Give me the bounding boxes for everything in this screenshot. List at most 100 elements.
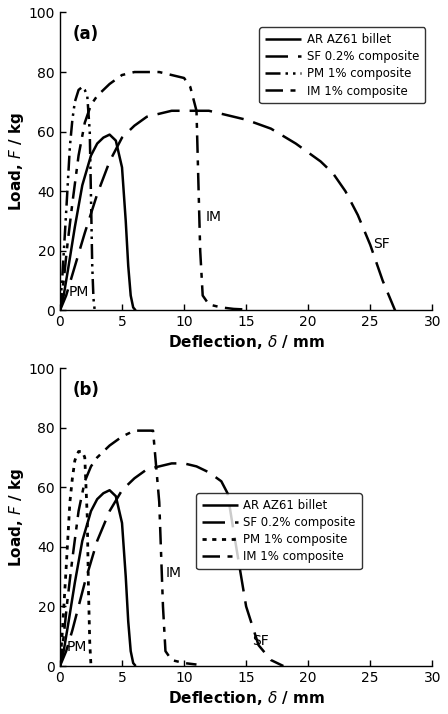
IM 1% composite (144, 68, 150, 76)
IM 1% composite (231, 305, 237, 313)
AR AZ61 billet (113, 136, 119, 145)
SF 0.2% composite (181, 106, 187, 115)
AR AZ61 billet (95, 495, 100, 503)
AR AZ61 billet (101, 134, 106, 142)
AR AZ61 billet (130, 659, 136, 668)
SF 0.2% composite (256, 641, 261, 650)
AR AZ61 billet (123, 217, 129, 226)
PM 1% composite (60, 271, 65, 279)
AR AZ61 billet (66, 617, 71, 625)
AR AZ61 billet (88, 151, 94, 160)
SF 0.2% composite (107, 157, 112, 166)
IM 1% composite (156, 68, 162, 76)
SF 0.2% composite (268, 655, 274, 664)
IM 1% composite (101, 86, 106, 94)
SF 0.2% composite (268, 124, 274, 133)
SF 0.2% composite (119, 486, 125, 495)
Line: IM 1% composite: IM 1% composite (60, 72, 246, 311)
SF 0.2% composite (243, 602, 249, 610)
IM 1% composite (82, 477, 87, 486)
IM 1% composite (95, 91, 100, 100)
Text: (b): (b) (73, 381, 99, 399)
PM 1% composite (76, 86, 81, 94)
IM 1% composite (107, 441, 112, 450)
SF 0.2% composite (70, 271, 75, 279)
SF 0.2% composite (132, 121, 137, 130)
SF 0.2% composite (64, 647, 69, 655)
IM 1% composite (194, 660, 199, 669)
PM 1% composite (86, 587, 91, 595)
IM 1% composite (243, 306, 249, 314)
PM 1% composite (87, 638, 92, 646)
IM 1% composite (169, 655, 174, 664)
PM 1% composite (70, 474, 75, 483)
SF 0.2% composite (57, 306, 63, 315)
PM 1% composite (90, 261, 95, 270)
IM 1% composite (70, 199, 75, 208)
PM 1% composite (64, 563, 69, 572)
SF 0.2% composite (206, 106, 211, 115)
AR AZ61 billet (72, 578, 78, 587)
PM 1% composite (80, 83, 85, 91)
Line: AR AZ61 billet: AR AZ61 billet (60, 135, 136, 311)
PM 1% composite (92, 306, 97, 315)
SF 0.2% composite (144, 465, 150, 473)
AR AZ61 billet (125, 261, 131, 270)
SF 0.2% composite (231, 528, 237, 536)
PM 1% composite (82, 86, 87, 94)
AR AZ61 billet (88, 507, 94, 516)
SF 0.2% composite (156, 109, 162, 118)
PM 1% composite (67, 142, 73, 151)
IM 1% composite (219, 303, 224, 312)
PM 1% composite (67, 498, 73, 506)
AR AZ61 billet (113, 492, 119, 501)
AR AZ61 billet (107, 131, 112, 139)
IM 1% composite (156, 498, 162, 506)
SF 0.2% composite (64, 291, 69, 300)
SF 0.2% composite (225, 489, 230, 498)
AR AZ61 billet (128, 647, 134, 655)
IM 1% composite (61, 276, 66, 285)
SF 0.2% composite (355, 211, 361, 219)
Text: (a): (a) (73, 25, 99, 44)
IM 1% composite (101, 447, 106, 456)
SF 0.2% composite (206, 468, 211, 477)
SF 0.2% composite (181, 459, 187, 468)
IM 1% composite (65, 596, 70, 605)
IM 1% composite (132, 426, 137, 435)
IM 1% composite (132, 68, 137, 76)
AR AZ61 billet (61, 291, 66, 300)
AR AZ61 billet (95, 139, 100, 148)
Text: IM: IM (165, 565, 181, 580)
IM 1% composite (119, 432, 125, 441)
IM 1% composite (88, 462, 94, 471)
PM 1% composite (80, 447, 85, 456)
PM 1% composite (70, 116, 75, 124)
IM 1% composite (144, 426, 150, 435)
X-axis label: Deflection, $\delta$ / mm: Deflection, $\delta$ / mm (168, 333, 325, 351)
IM 1% composite (181, 659, 187, 668)
PM 1% composite (57, 662, 63, 670)
Line: SF 0.2% composite: SF 0.2% composite (60, 111, 395, 311)
Line: PM 1% composite: PM 1% composite (60, 87, 95, 311)
SF 0.2% composite (194, 106, 199, 115)
IM 1% composite (169, 71, 174, 79)
IM 1% composite (88, 101, 94, 109)
IM 1% composite (151, 426, 156, 435)
AR AZ61 billet (119, 163, 125, 171)
SF 0.2% composite (82, 228, 87, 237)
SF 0.2% composite (318, 157, 323, 166)
AR AZ61 billet (57, 662, 63, 670)
IM 1% composite (61, 632, 66, 640)
IM 1% composite (206, 300, 211, 308)
PM 1% composite (72, 456, 78, 465)
PM 1% composite (85, 513, 90, 521)
SF 0.2% composite (219, 477, 224, 486)
AR AZ61 billet (130, 303, 136, 312)
PM 1% composite (88, 662, 94, 670)
Line: SF 0.2% composite: SF 0.2% composite (60, 463, 284, 666)
SF 0.2% composite (144, 112, 150, 121)
SF 0.2% composite (57, 662, 63, 670)
IM 1% composite (76, 151, 81, 160)
Line: AR AZ61 billet: AR AZ61 billet (60, 491, 136, 666)
